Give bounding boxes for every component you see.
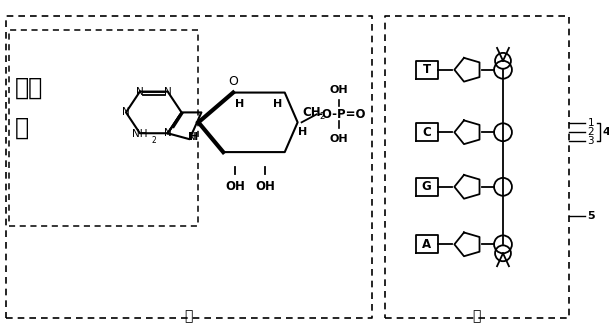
- Text: H: H: [273, 99, 283, 110]
- Text: H: H: [236, 99, 245, 110]
- Text: T: T: [423, 63, 431, 76]
- Text: 2: 2: [152, 136, 157, 145]
- Text: OH: OH: [255, 180, 275, 193]
- Text: H: H: [189, 132, 198, 142]
- Text: N: N: [164, 128, 172, 138]
- Text: O: O: [228, 75, 238, 88]
- Text: 4: 4: [602, 127, 609, 137]
- Text: 2: 2: [320, 112, 325, 121]
- Text: H: H: [298, 127, 307, 137]
- Text: NH: NH: [132, 129, 147, 139]
- Text: OH: OH: [330, 85, 348, 95]
- Text: N: N: [164, 87, 172, 96]
- Text: N: N: [122, 107, 130, 117]
- Text: 甲: 甲: [185, 309, 192, 323]
- Text: G: G: [421, 180, 432, 193]
- Text: -O-P=O: -O-P=O: [317, 108, 366, 121]
- Text: N: N: [136, 87, 144, 96]
- Text: OH: OH: [330, 134, 348, 144]
- Text: 乙: 乙: [472, 309, 481, 323]
- Text: 5: 5: [587, 211, 595, 221]
- Text: 呤: 呤: [15, 115, 29, 139]
- Text: 腺嘌: 腺嘌: [15, 76, 43, 100]
- Text: A: A: [422, 238, 431, 251]
- Text: CH: CH: [303, 106, 321, 119]
- Text: C: C: [422, 126, 431, 139]
- Text: OH: OH: [225, 180, 245, 193]
- Text: 3: 3: [587, 136, 594, 146]
- Text: 2: 2: [587, 127, 594, 137]
- Text: N: N: [188, 132, 195, 142]
- Text: 1: 1: [587, 118, 594, 128]
